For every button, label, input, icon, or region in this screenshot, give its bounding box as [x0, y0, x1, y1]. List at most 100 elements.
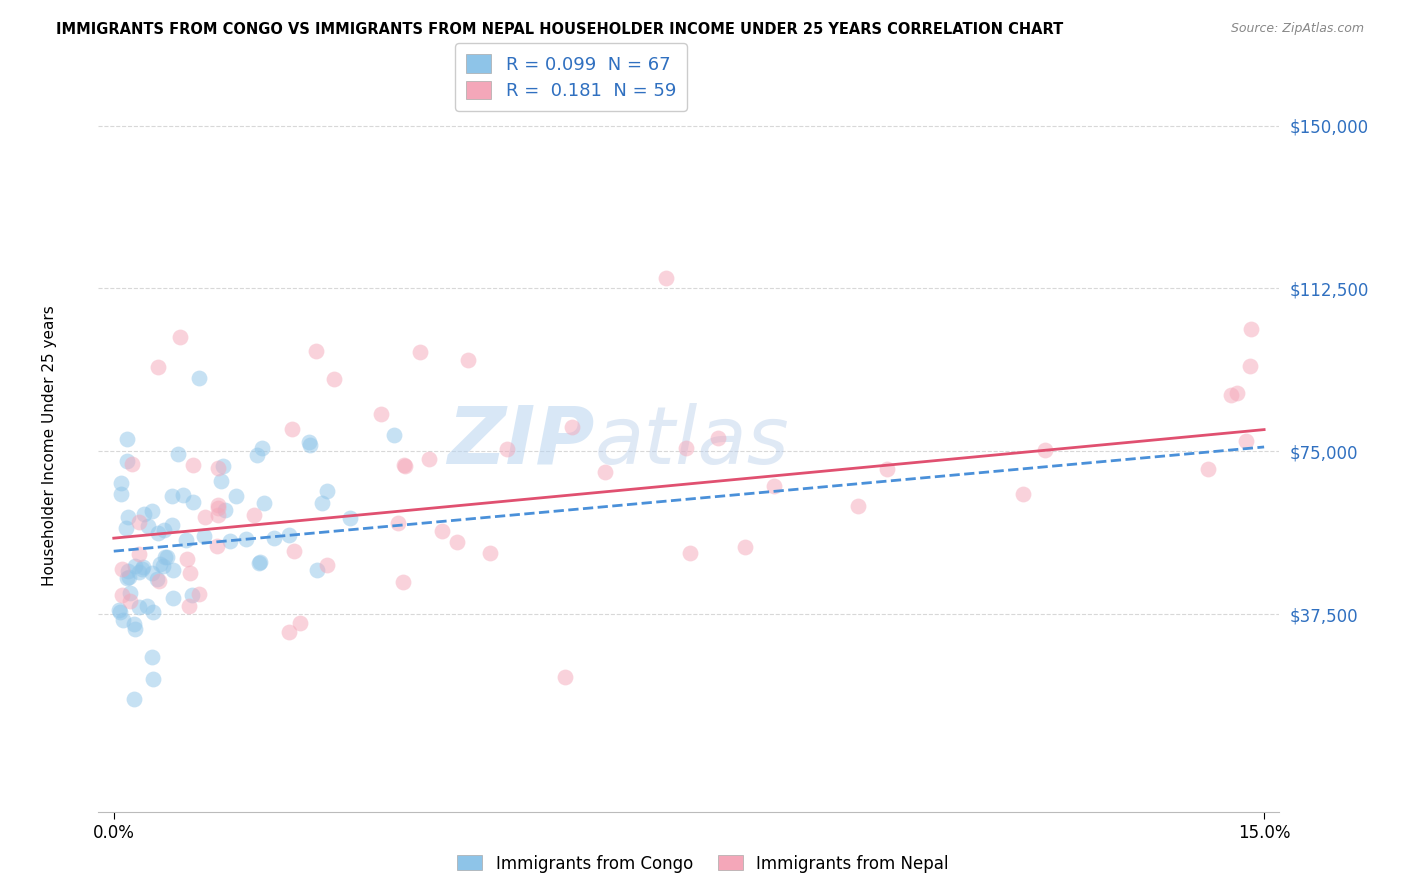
- Point: [246, 448, 269, 462]
- Point: [387, 516, 409, 530]
- Point: [247, 557, 270, 571]
- Point: [111, 562, 134, 576]
- Point: [209, 475, 232, 489]
- Point: [457, 353, 479, 368]
- Point: [734, 540, 756, 554]
- Point: [114, 521, 136, 535]
- Point: [136, 599, 159, 613]
- Point: [305, 563, 328, 577]
- Point: [155, 550, 177, 565]
- Text: ZIP: ZIP: [447, 402, 595, 481]
- Point: [446, 535, 468, 549]
- Point: [253, 495, 276, 509]
- Point: [118, 585, 141, 599]
- Point: [316, 558, 339, 573]
- Point: [162, 563, 184, 577]
- Point: [118, 570, 141, 584]
- Point: [111, 589, 134, 603]
- Point: [283, 543, 305, 558]
- Point: [277, 528, 299, 542]
- Text: Householder Income Under 25 years: Householder Income Under 25 years: [42, 306, 56, 586]
- Point: [418, 452, 440, 467]
- Point: [162, 591, 184, 605]
- Point: [181, 458, 204, 472]
- Point: [181, 588, 204, 602]
- Point: [323, 372, 346, 386]
- Point: [1239, 359, 1261, 373]
- Point: [763, 479, 786, 493]
- Point: [207, 498, 229, 512]
- Point: [298, 435, 321, 450]
- Point: [176, 552, 198, 566]
- Point: [495, 442, 517, 456]
- Point: [675, 441, 697, 455]
- Point: [148, 526, 170, 541]
- Point: [124, 622, 146, 636]
- Point: [115, 432, 138, 446]
- Point: [112, 613, 135, 627]
- Point: [876, 462, 898, 476]
- Point: [315, 484, 337, 499]
- Point: [430, 524, 453, 538]
- Point: [679, 546, 702, 560]
- Point: [179, 566, 201, 581]
- Point: [305, 344, 328, 359]
- Point: [110, 605, 132, 619]
- Point: [392, 458, 415, 472]
- Point: [409, 345, 432, 359]
- Point: [117, 571, 139, 585]
- Point: [128, 547, 150, 561]
- Point: [250, 441, 273, 455]
- Point: [128, 515, 150, 529]
- Point: [707, 431, 730, 445]
- Point: [1197, 462, 1219, 476]
- Point: [110, 475, 132, 490]
- Point: [146, 359, 169, 374]
- Point: [593, 465, 616, 479]
- Text: IMMIGRANTS FROM CONGO VS IMMIGRANTS FROM NEPAL HOUSEHOLDER INCOME UNDER 25 YEARS: IMMIGRANTS FROM CONGO VS IMMIGRANTS FROM…: [56, 22, 1063, 37]
- Point: [128, 599, 150, 614]
- Point: [1011, 487, 1033, 501]
- Point: [172, 488, 194, 502]
- Point: [249, 555, 271, 569]
- Point: [110, 486, 132, 500]
- Point: [160, 489, 183, 503]
- Point: [478, 546, 501, 560]
- Point: [132, 507, 155, 521]
- Point: [243, 508, 266, 523]
- Point: [278, 624, 301, 639]
- Point: [655, 270, 678, 285]
- Point: [117, 510, 139, 524]
- Point: [132, 560, 155, 574]
- Point: [370, 407, 392, 421]
- Point: [225, 489, 247, 503]
- Point: [141, 649, 163, 664]
- Point: [212, 458, 235, 473]
- Point: [1220, 387, 1243, 401]
- Point: [142, 673, 165, 687]
- Point: [107, 603, 129, 617]
- Point: [394, 458, 416, 473]
- Point: [187, 371, 209, 385]
- Point: [207, 508, 229, 523]
- Point: [219, 534, 242, 549]
- Point: [153, 523, 176, 537]
- Point: [131, 562, 153, 576]
- Point: [392, 574, 415, 589]
- Point: [846, 499, 869, 513]
- Point: [120, 594, 142, 608]
- Point: [141, 605, 163, 619]
- Point: [117, 564, 139, 578]
- Point: [179, 599, 201, 614]
- Point: [193, 529, 215, 543]
- Point: [207, 460, 229, 475]
- Point: [382, 428, 405, 442]
- Point: [136, 518, 159, 533]
- Point: [194, 510, 217, 524]
- Point: [176, 533, 198, 547]
- Point: [167, 447, 190, 461]
- Point: [288, 616, 311, 631]
- Point: [128, 565, 150, 579]
- Point: [207, 501, 229, 516]
- Text: atlas: atlas: [595, 402, 789, 481]
